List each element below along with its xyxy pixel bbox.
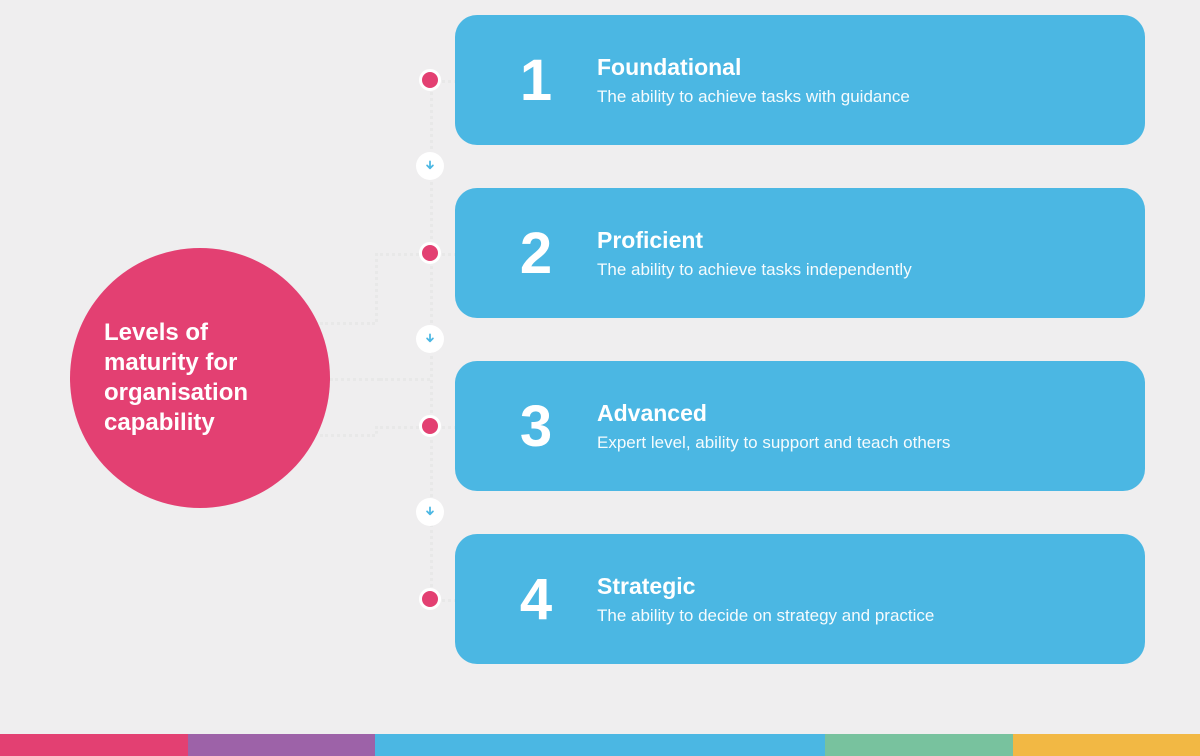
- level-body: Advanced Expert level, ability to support…: [597, 400, 950, 453]
- level-number: 3: [501, 393, 571, 460]
- level-title: Strategic: [597, 573, 934, 600]
- level-card: 4 Strategic The ability to decide on strat…: [455, 534, 1145, 664]
- level-number: 2: [501, 220, 571, 287]
- footer-segment: [1013, 734, 1200, 756]
- level-number: 1: [501, 47, 571, 114]
- footer-segment: [0, 734, 188, 756]
- level-title: Proficient: [597, 227, 912, 254]
- spine-node: [419, 588, 441, 610]
- level-description: The ability to achieve tasks independent…: [597, 260, 912, 280]
- arrow-down-icon: [416, 152, 444, 180]
- footer-segment: [188, 734, 376, 756]
- level-body: Foundational The ability to achieve tasks…: [597, 54, 910, 107]
- level-card: 1 Foundational The ability to achieve task…: [455, 15, 1145, 145]
- hub-connector: [330, 378, 380, 381]
- level-title: Advanced: [597, 400, 950, 427]
- level-body: Proficient The ability to achieve tasks i…: [597, 227, 912, 280]
- arrow-down-icon: [416, 325, 444, 353]
- spine-node: [419, 69, 441, 91]
- footer-color-bar: [0, 734, 1200, 756]
- level-number: 4: [501, 566, 571, 633]
- footer-segment: [375, 734, 825, 756]
- spine-node: [419, 415, 441, 437]
- level-description: The ability to achieve tasks with guidan…: [597, 87, 910, 107]
- level-title: Foundational: [597, 54, 910, 81]
- level-description: Expert level, ability to support and tea…: [597, 433, 950, 453]
- hub-circle: Levels of maturity for organisation capa…: [70, 248, 330, 508]
- arrow-down-icon: [416, 498, 444, 526]
- hub-connector: [375, 253, 378, 322]
- spine-node: [419, 242, 441, 264]
- hub-connector: [380, 378, 430, 381]
- footer-segment: [825, 734, 1013, 756]
- hub-connector: [320, 434, 375, 437]
- level-description: The ability to decide on strategy and pr…: [597, 606, 934, 626]
- level-body: Strategic The ability to decide on strate…: [597, 573, 934, 626]
- level-card: 3 Advanced Expert level, ability to suppor…: [455, 361, 1145, 491]
- hub-connector: [320, 322, 375, 325]
- hub-title: Levels of maturity for organisation capa…: [104, 318, 296, 438]
- infographic-canvas: Levels of maturity for organisation capa…: [0, 0, 1200, 756]
- level-card: 2 Proficient The ability to achieve tasks …: [455, 188, 1145, 318]
